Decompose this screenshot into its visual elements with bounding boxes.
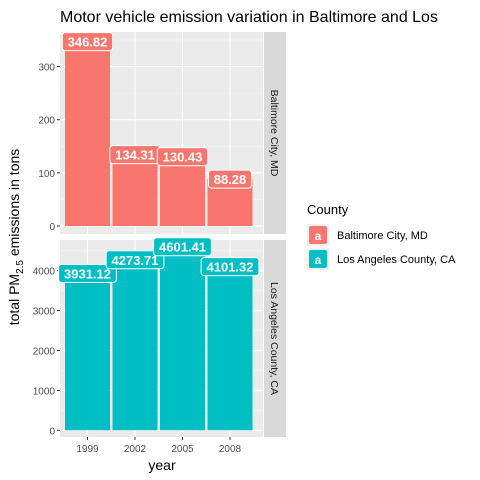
x-tick-label: 2005 bbox=[171, 444, 194, 455]
y-tick-label: 100 bbox=[38, 169, 55, 180]
y-tick-label: 2000 bbox=[33, 347, 56, 358]
bar-1999 bbox=[65, 273, 110, 430]
x-tick-label: 2002 bbox=[124, 444, 147, 455]
data-label: 88.28 bbox=[214, 172, 247, 187]
data-label: 4273.71 bbox=[112, 253, 159, 268]
y-tick-label: 4000 bbox=[33, 267, 56, 278]
y-tick-label: 300 bbox=[38, 63, 55, 74]
data-label: 130.43 bbox=[163, 150, 203, 165]
y-tick-label: 1000 bbox=[33, 386, 56, 397]
data-label: 4601.41 bbox=[159, 240, 206, 255]
facet-panel-1: 0 100 200 300 346.82 134.31 130.43 88.28 Baltimo… bbox=[38, 32, 286, 234]
data-label: 4101.32 bbox=[207, 260, 254, 275]
bar-2002 bbox=[113, 155, 158, 226]
data-label: 3931.12 bbox=[64, 266, 111, 281]
bar-2008 bbox=[208, 267, 253, 431]
legend-entry-label: Los Angeles County, CA bbox=[337, 254, 456, 266]
facet-panel-2: 0 1000 2000 3000 4000 3931.124273.714601.4141… bbox=[33, 238, 286, 438]
y-tick-label: 0 bbox=[49, 222, 55, 233]
legend-key-glyph: a bbox=[315, 229, 322, 243]
y-axis-title-main: total PM bbox=[6, 274, 22, 325]
bar-2002 bbox=[113, 260, 158, 430]
y-tick-label: 200 bbox=[38, 116, 55, 127]
facet-strip-label: Baltimore City, MD bbox=[268, 90, 280, 177]
x-axis: 1999 2002 2005 2008 bbox=[76, 437, 241, 455]
y-axis-title: total PM2.5 emissions in tons bbox=[6, 149, 26, 326]
chart-title: Motor vehicle emission variation in Balt… bbox=[60, 9, 438, 26]
y-axis-title-rest: emissions in tons bbox=[6, 149, 22, 260]
y-tick-label: 3000 bbox=[33, 307, 56, 318]
legend-key-glyph: a bbox=[315, 253, 322, 267]
y-axis-title-subscript: 2.5 bbox=[15, 260, 26, 274]
bar-1999 bbox=[65, 42, 110, 226]
legend-title: County bbox=[307, 202, 349, 217]
data-label: 346.82 bbox=[68, 35, 108, 50]
legend: County a Baltimore City, MD a Los Angeles Co… bbox=[307, 202, 456, 270]
x-tick-label: 1999 bbox=[76, 444, 99, 455]
facet-panels: 0 100 200 300 346.82 134.31 130.43 88.28 Baltimo… bbox=[33, 32, 286, 437]
y-tick-label: 0 bbox=[49, 426, 55, 437]
facet-strip-label: Los Angeles County, CA bbox=[268, 282, 280, 395]
bar-2005 bbox=[160, 247, 205, 431]
data-label: 134.31 bbox=[115, 148, 155, 163]
legend-entry-label: Baltimore City, MD bbox=[337, 230, 428, 242]
x-tick-label: 2008 bbox=[219, 444, 242, 455]
x-axis-title: year bbox=[148, 457, 176, 473]
bar-2005 bbox=[160, 157, 205, 226]
